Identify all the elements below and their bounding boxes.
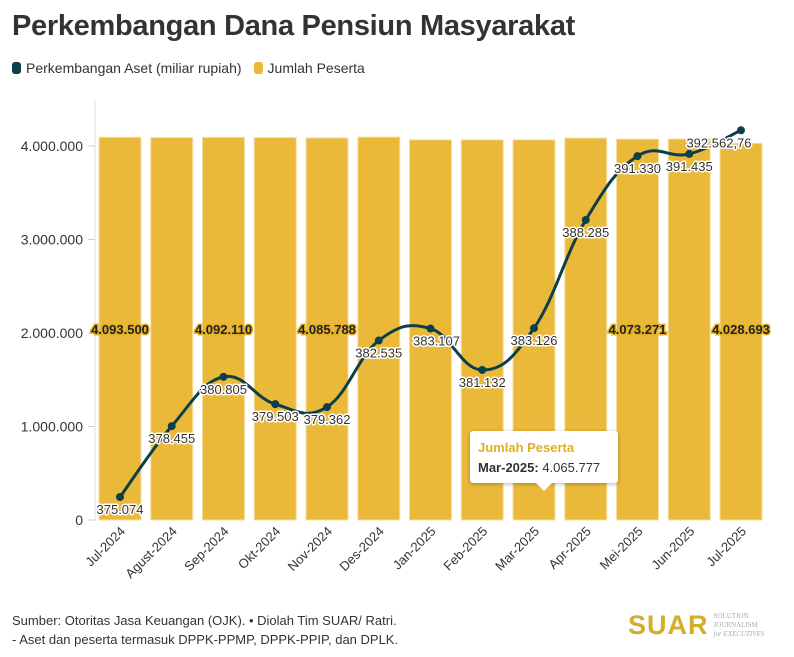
aset-point-Des-2024 [374, 336, 383, 345]
aset-point-Jul-2024 [116, 493, 124, 501]
logo-tagline-2: for EXECUTIVES [713, 630, 765, 638]
bar-Okt-2024 [253, 137, 297, 521]
legend-label-peserta: Jumlah Peserta [267, 60, 365, 76]
y-tick-label: 0 [75, 512, 83, 528]
aset-point-Jul-2025 [737, 126, 745, 135]
aset-point-Nov-2024 [323, 403, 331, 412]
bar-Jul-2024 [98, 136, 142, 521]
line-label: 383.126 [511, 333, 558, 348]
x-tick-label: Nov-2024 [285, 524, 335, 574]
aset-point-Apr-2025 [581, 215, 590, 224]
x-tick-label: Mei-2025 [597, 524, 646, 573]
bar-label: 4.093.500 [91, 322, 149, 337]
x-tick-label: Apr-2025 [545, 524, 593, 572]
bar-Des-2024 [357, 136, 401, 521]
bar-label: 4.073.271 [609, 322, 667, 337]
legend-label-aset: Perkembangan Aset (miliar rupiah) [26, 60, 242, 76]
line-label: 380.805 [200, 382, 247, 397]
y-tick-label: 4.000.000 [21, 138, 83, 154]
bar-Jun-2025 [667, 138, 711, 521]
tooltip: Jumlah Peserta Mar-2025: 4.065.777 [470, 431, 618, 491]
bar-label: 4.092.110 [195, 322, 252, 337]
logo-tagline-1: SOLUTION JOURNALISM [713, 612, 758, 629]
tooltip-value: 4.065.777 [542, 460, 601, 475]
bar-Agust-2024 [150, 137, 194, 521]
aset-point-Agust-2024 [167, 422, 176, 431]
bar-Jul-2025 [719, 142, 763, 521]
line-label: 379.503 [252, 409, 299, 424]
plot-area: 0 1.000.000 2.000.000 3.000.000 4.000.000 4.0… [21, 100, 771, 582]
x-tick-label: Sep-2024 [181, 524, 231, 574]
line-label: 391.435 [666, 159, 713, 174]
line-label: 383.107 [413, 334, 460, 349]
line-label: 379.362 [304, 412, 351, 427]
y-tick-label: 3.000.000 [21, 232, 83, 248]
line-label: 375.074 [97, 502, 144, 517]
aset-point-Okt-2024 [271, 400, 280, 409]
tooltip-category: Mar-2025: [478, 460, 539, 475]
x-tick-label: Okt-2024 [235, 524, 283, 572]
aset-point-Feb-2025 [478, 365, 487, 374]
tooltip-value-row: Mar-2025: 4.065.777 [478, 460, 618, 475]
x-tick-label: Jul-2024 [82, 524, 128, 570]
x-tick-label: Jul-2025 [703, 524, 749, 570]
aset-point-Jan-2025 [426, 324, 435, 333]
x-tick-label: Jun-2025 [648, 524, 697, 573]
logo-tagline: SOLUTION JOURNALISM for EXECUTIVES [714, 612, 794, 639]
legend: Perkembangan Aset (miliar rupiah) Jumlah… [12, 60, 365, 76]
line-label: 391.330 [614, 161, 661, 176]
source-note: Sumber: Otoritas Jasa Keuangan (OJK). • … [12, 613, 397, 628]
suar-logo: SUAR SOLUTION JOURNALISM for EXECUTIVES [628, 610, 794, 641]
aset-point-Jun-2025 [685, 149, 694, 158]
legend-swatch-peserta [253, 62, 263, 74]
legend-item-peserta[interactable]: Jumlah Peserta [253, 60, 365, 76]
y-tick-label: 1.000.000 [21, 419, 83, 435]
aset-point-Sep-2024 [219, 372, 228, 381]
chart-title: Perkembangan Dana Pensiun Masyarakat [12, 10, 575, 42]
legend-item-aset[interactable]: Perkembangan Aset (miliar rupiah) [12, 60, 242, 76]
line-label: 381.132 [459, 375, 506, 390]
y-tick-label: 2.000.000 [21, 325, 83, 341]
tooltip-arrow [536, 483, 552, 491]
line-label: 392.562,76 [686, 135, 751, 150]
line-label: 388.285 [562, 225, 609, 240]
bar-label: 4.085.788 [298, 322, 356, 337]
aset-point-Mei-2025 [633, 152, 642, 161]
logo-wordmark: SUAR [628, 610, 709, 640]
x-tick-label: Jan-2025 [390, 524, 439, 573]
bar-Mei-2025 [616, 138, 659, 521]
x-tick-label: Des-2024 [336, 524, 386, 574]
aset-point-Mar-2025 [530, 324, 538, 333]
x-tick-label: Mar-2025 [492, 524, 542, 574]
x-tick-label: Agust-2024 [122, 524, 180, 582]
scope-note: - Aset dan peserta termasuk DPPK-PPMP, D… [12, 632, 399, 647]
footer: Sumber: Otoritas Jasa Keuangan (OJK). • … [12, 611, 398, 649]
bar-Nov-2024 [305, 137, 349, 521]
tooltip-title: Jumlah Peserta [478, 440, 575, 455]
x-tick-label: Feb-2025 [440, 524, 490, 574]
bar-label: 4.028.693 [712, 322, 770, 337]
line-label: 378.455 [148, 431, 195, 446]
bar-Sep-2024 [202, 136, 245, 521]
line-label: 382.535 [355, 346, 402, 361]
legend-swatch-aset [12, 62, 21, 74]
